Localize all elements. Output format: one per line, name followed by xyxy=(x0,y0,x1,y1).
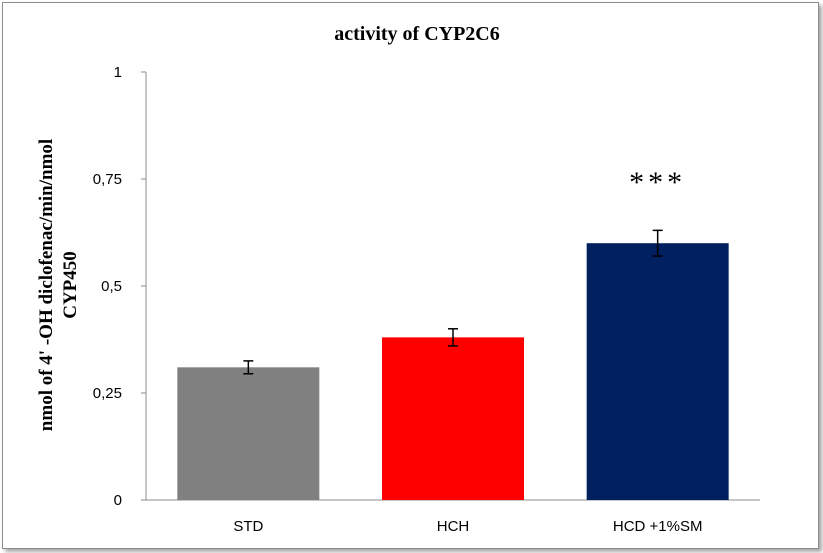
y-tick-label: 1 xyxy=(114,64,122,81)
bar-hch xyxy=(382,337,524,500)
y-tick-label: 0,25 xyxy=(93,385,122,402)
x-tick-label: HCD +1%SM xyxy=(613,518,703,535)
y-tick-label: 0 xyxy=(114,492,122,509)
x-tick-label: STD xyxy=(233,518,263,535)
bar-hcd-1-sm xyxy=(586,243,729,500)
y-tick-label: 0,75 xyxy=(93,171,122,188)
y-axis-label-line1: nmol of 4' -OH diclofenac/min/nmol xyxy=(36,139,57,431)
x-tick-label: HCH xyxy=(437,518,470,535)
y-tick-label: 0,5 xyxy=(101,278,122,295)
significance-annotation: *** xyxy=(629,166,686,199)
plot-area: 0 0,25 0,5 0,75 1 STD HCH HCD +1%SM *** xyxy=(93,64,760,535)
chart-title: activity of CYP2C6 xyxy=(334,23,500,45)
y-axis-label-line2: CYP450 xyxy=(60,251,81,319)
bar-std xyxy=(177,367,320,500)
